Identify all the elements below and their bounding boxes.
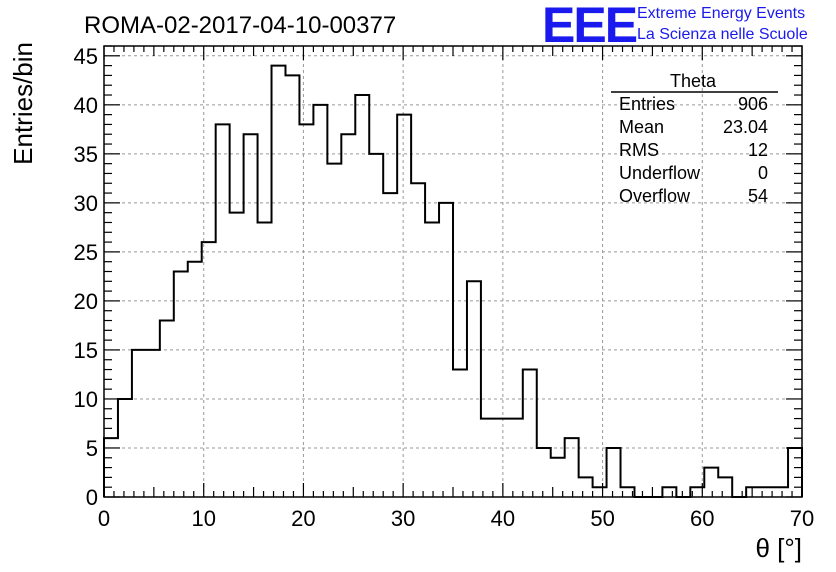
x-tick-label: 50 [590, 506, 614, 531]
y-axis-title: Entries/bin [8, 42, 38, 165]
eee-logo-line2: La Scienza nelle Scuole [637, 26, 808, 43]
x-tick-label: 70 [790, 506, 814, 531]
x-tick-label: 0 [98, 506, 110, 531]
y-tick-label: 10 [74, 387, 98, 412]
stats-value: 906 [738, 94, 768, 114]
eee-logo-line1: Extreme Energy Events [637, 5, 805, 22]
y-tick-label: 0 [86, 485, 98, 510]
y-tick-label: 40 [74, 93, 98, 118]
axis-ticks [103, 45, 803, 498]
eee-logo: EEE Extreme Energy Events La Scienza nel… [542, 0, 808, 53]
y-tick-label: 25 [74, 240, 98, 265]
stats-label: RMS [619, 140, 659, 160]
eee-logo-mark: EEE [542, 0, 637, 53]
y-tick-labels: 0 5 10 15 20 25 30 35 40 45 [74, 44, 98, 510]
y-tick-label: 35 [74, 142, 98, 167]
y-tick-label: 5 [86, 436, 98, 461]
stats-label: Underflow [619, 163, 701, 183]
y-tick-label: 15 [74, 338, 98, 363]
stats-title: Theta [670, 71, 717, 91]
stats-label: Overflow [619, 186, 691, 206]
x-tick-label: 40 [491, 506, 515, 531]
x-tick-labels: 0 10 20 30 40 50 60 70 [98, 506, 814, 531]
stats-value: 12 [748, 140, 768, 160]
x-tick-label: 20 [291, 506, 315, 531]
stats-label: Entries [619, 94, 675, 114]
chart-title: ROMA-02-2017-04-10-00377 [84, 12, 396, 39]
stats-value: 23.04 [723, 117, 768, 137]
x-tick-label: 60 [690, 506, 714, 531]
x-axis-title: θ [°] [755, 533, 802, 563]
histogram-outline [103, 64, 803, 498]
stats-value: 0 [758, 163, 768, 183]
stats-rows: Entries 906 Mean 23.04 RMS 12 Underflow 0 Overfl… [619, 94, 768, 206]
y-tick-label: 45 [74, 44, 98, 69]
y-tick-label: 30 [74, 191, 98, 216]
stats-value: 54 [748, 186, 768, 206]
stats-box: Theta Entries 906 Mean 23.04 RMS 12 Underflow 0… [611, 71, 778, 206]
x-tick-label: 30 [391, 506, 415, 531]
stats-label: Mean [619, 117, 664, 137]
y-tick-label: 20 [74, 289, 98, 314]
x-tick-label: 10 [191, 506, 215, 531]
